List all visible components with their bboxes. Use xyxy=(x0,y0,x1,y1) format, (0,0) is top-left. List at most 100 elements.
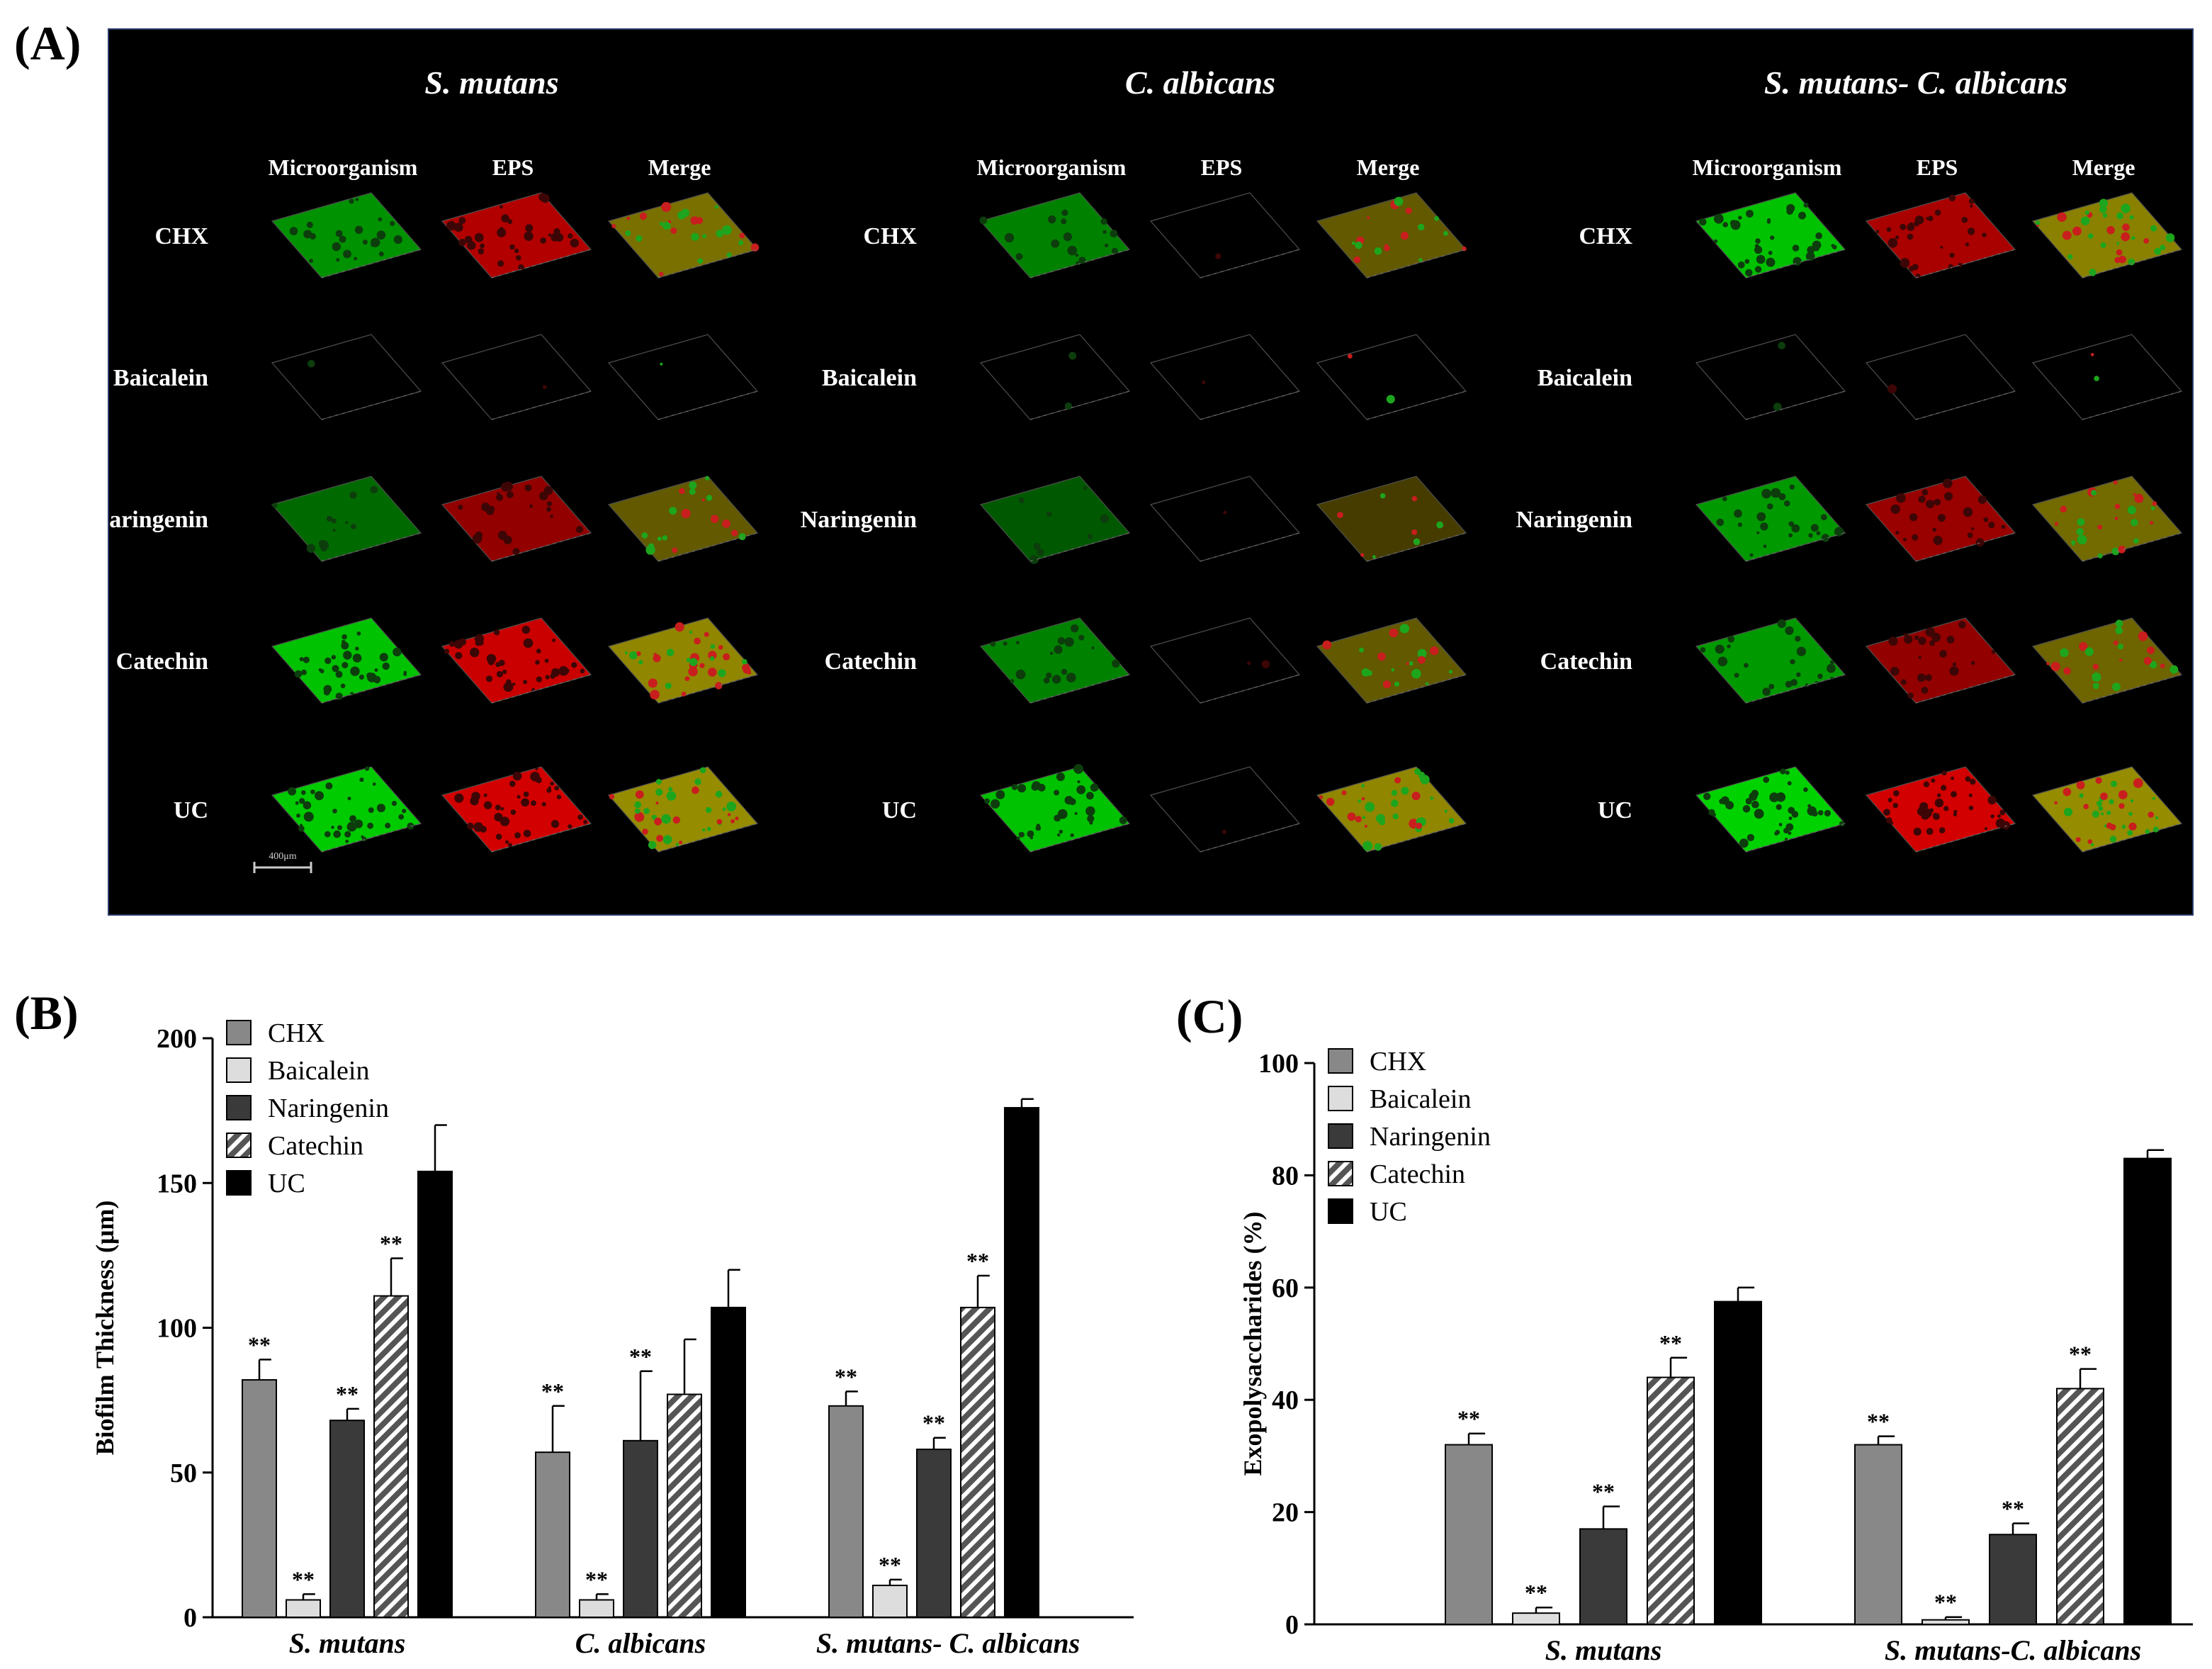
tile-speckle xyxy=(726,802,737,811)
tile-speckle xyxy=(1364,824,1367,828)
tile-speckle xyxy=(374,668,378,673)
tile-speckle xyxy=(1737,522,1742,527)
tile-speckle xyxy=(1420,775,1430,785)
tile-speckle xyxy=(2072,542,2075,546)
tile-speckle xyxy=(1832,245,1837,249)
tile-axis xyxy=(1366,390,1467,420)
tile-surface xyxy=(1149,192,1301,279)
tile-speckle xyxy=(473,822,483,832)
tile-speckle xyxy=(350,666,360,676)
tile-speckle xyxy=(1789,484,1795,490)
tile-speckle xyxy=(656,835,663,842)
significance-mark: ** xyxy=(248,1332,271,1357)
tile-speckle xyxy=(349,198,354,204)
tile-speckle xyxy=(475,531,483,539)
tile-speckle xyxy=(508,843,512,848)
tile-speckle xyxy=(523,791,529,797)
tile-speckle xyxy=(1425,682,1429,685)
tile-speckle xyxy=(1783,500,1790,507)
tile-speckle xyxy=(496,494,503,501)
tile-speckle xyxy=(2148,811,2154,818)
tile-speckle xyxy=(747,670,752,675)
row-label: CHX xyxy=(863,223,917,249)
tile-speckle xyxy=(1912,534,1919,541)
tile-speckle xyxy=(2098,806,2104,811)
legend-swatch xyxy=(226,1095,252,1120)
tile-speckle xyxy=(1077,780,1080,784)
confocal-tile xyxy=(271,192,422,279)
tile-speckle xyxy=(541,802,546,807)
tile-speckle xyxy=(1049,651,1054,656)
tile-speckle xyxy=(1915,274,1921,279)
tile-speckle xyxy=(1805,683,1809,687)
tile-speckle xyxy=(2115,626,2123,635)
tile-speckle xyxy=(1796,672,1801,678)
x-category-label: S. mutans xyxy=(1545,1634,1662,1662)
tile-speckle xyxy=(1066,673,1076,682)
row-label: Naringenin xyxy=(1516,507,1632,533)
bar-uc-1 xyxy=(1714,1300,1762,1625)
tile-speckle xyxy=(359,674,364,680)
tile-speckle xyxy=(516,255,521,261)
tile-speckle xyxy=(1987,795,1997,805)
tile-speckle xyxy=(393,235,402,245)
tile-speckle xyxy=(2092,672,2101,682)
tile-speckle xyxy=(1046,672,1052,679)
row-label: UC xyxy=(1598,797,1632,824)
significance-mark: ** xyxy=(835,1364,857,1389)
tile-speckle xyxy=(494,629,500,636)
legend-swatch xyxy=(226,1170,252,1196)
tile-speckle xyxy=(722,225,732,235)
tile-speckle xyxy=(2091,843,2094,847)
tile-speckle xyxy=(2134,493,2144,503)
tile-speckle xyxy=(1970,204,1973,208)
tile-speckle xyxy=(2128,822,2137,831)
tile-axis xyxy=(1366,532,1467,562)
tile-speckle xyxy=(1907,233,1914,240)
tile-speckle xyxy=(1727,644,1731,648)
tile-speckle xyxy=(512,771,522,781)
tile-speckle xyxy=(554,785,560,791)
tile-speckle xyxy=(1922,489,1929,496)
tile-speckle xyxy=(629,651,638,660)
tile-speckle xyxy=(332,242,341,252)
row-label: Baicalein xyxy=(113,365,208,391)
tile-speckle xyxy=(444,648,450,654)
tile-speckle xyxy=(538,193,547,201)
confocal-tile xyxy=(607,192,760,279)
tile-speckle xyxy=(2106,226,2115,235)
tile-speckle xyxy=(1386,395,1395,404)
tile-speckle xyxy=(1926,217,1929,220)
tile-speckle xyxy=(303,656,310,663)
tile-speckle xyxy=(546,501,553,507)
confocal-tile xyxy=(1695,476,1846,562)
tile-speckle xyxy=(666,648,675,656)
tile-speckle xyxy=(1755,238,1761,244)
tile-speckle xyxy=(496,670,504,678)
tile-speckle xyxy=(1940,245,1943,249)
tile-speckle xyxy=(372,782,376,786)
tile-speckle xyxy=(1078,634,1085,641)
tile-speckle xyxy=(1817,673,1823,679)
tile-speckle xyxy=(1372,555,1376,559)
tile-speckle xyxy=(500,807,504,811)
tile-speckle xyxy=(634,811,645,822)
confocal-tile xyxy=(979,334,1131,420)
tile-speckle xyxy=(471,792,480,801)
x-category-label: S. mutans- C. albicans xyxy=(816,1627,1080,1659)
tile-speckle xyxy=(1777,619,1786,629)
tile-speckle xyxy=(535,767,538,770)
tile-speckle xyxy=(1949,252,1955,258)
tile-axis xyxy=(321,823,422,853)
tile-speckle xyxy=(288,787,296,796)
tile-speckle xyxy=(1727,635,1735,643)
tile-speckle xyxy=(446,220,456,231)
tile-speckle xyxy=(689,658,698,666)
tile-speckle xyxy=(699,767,706,774)
tile-speckle xyxy=(704,631,709,637)
tile-speckle xyxy=(2062,230,2072,240)
tile-speckle xyxy=(1896,493,1906,503)
tile-speckle xyxy=(354,257,358,261)
tile-axis xyxy=(1029,823,1130,853)
tile-speckle xyxy=(2084,210,2089,215)
